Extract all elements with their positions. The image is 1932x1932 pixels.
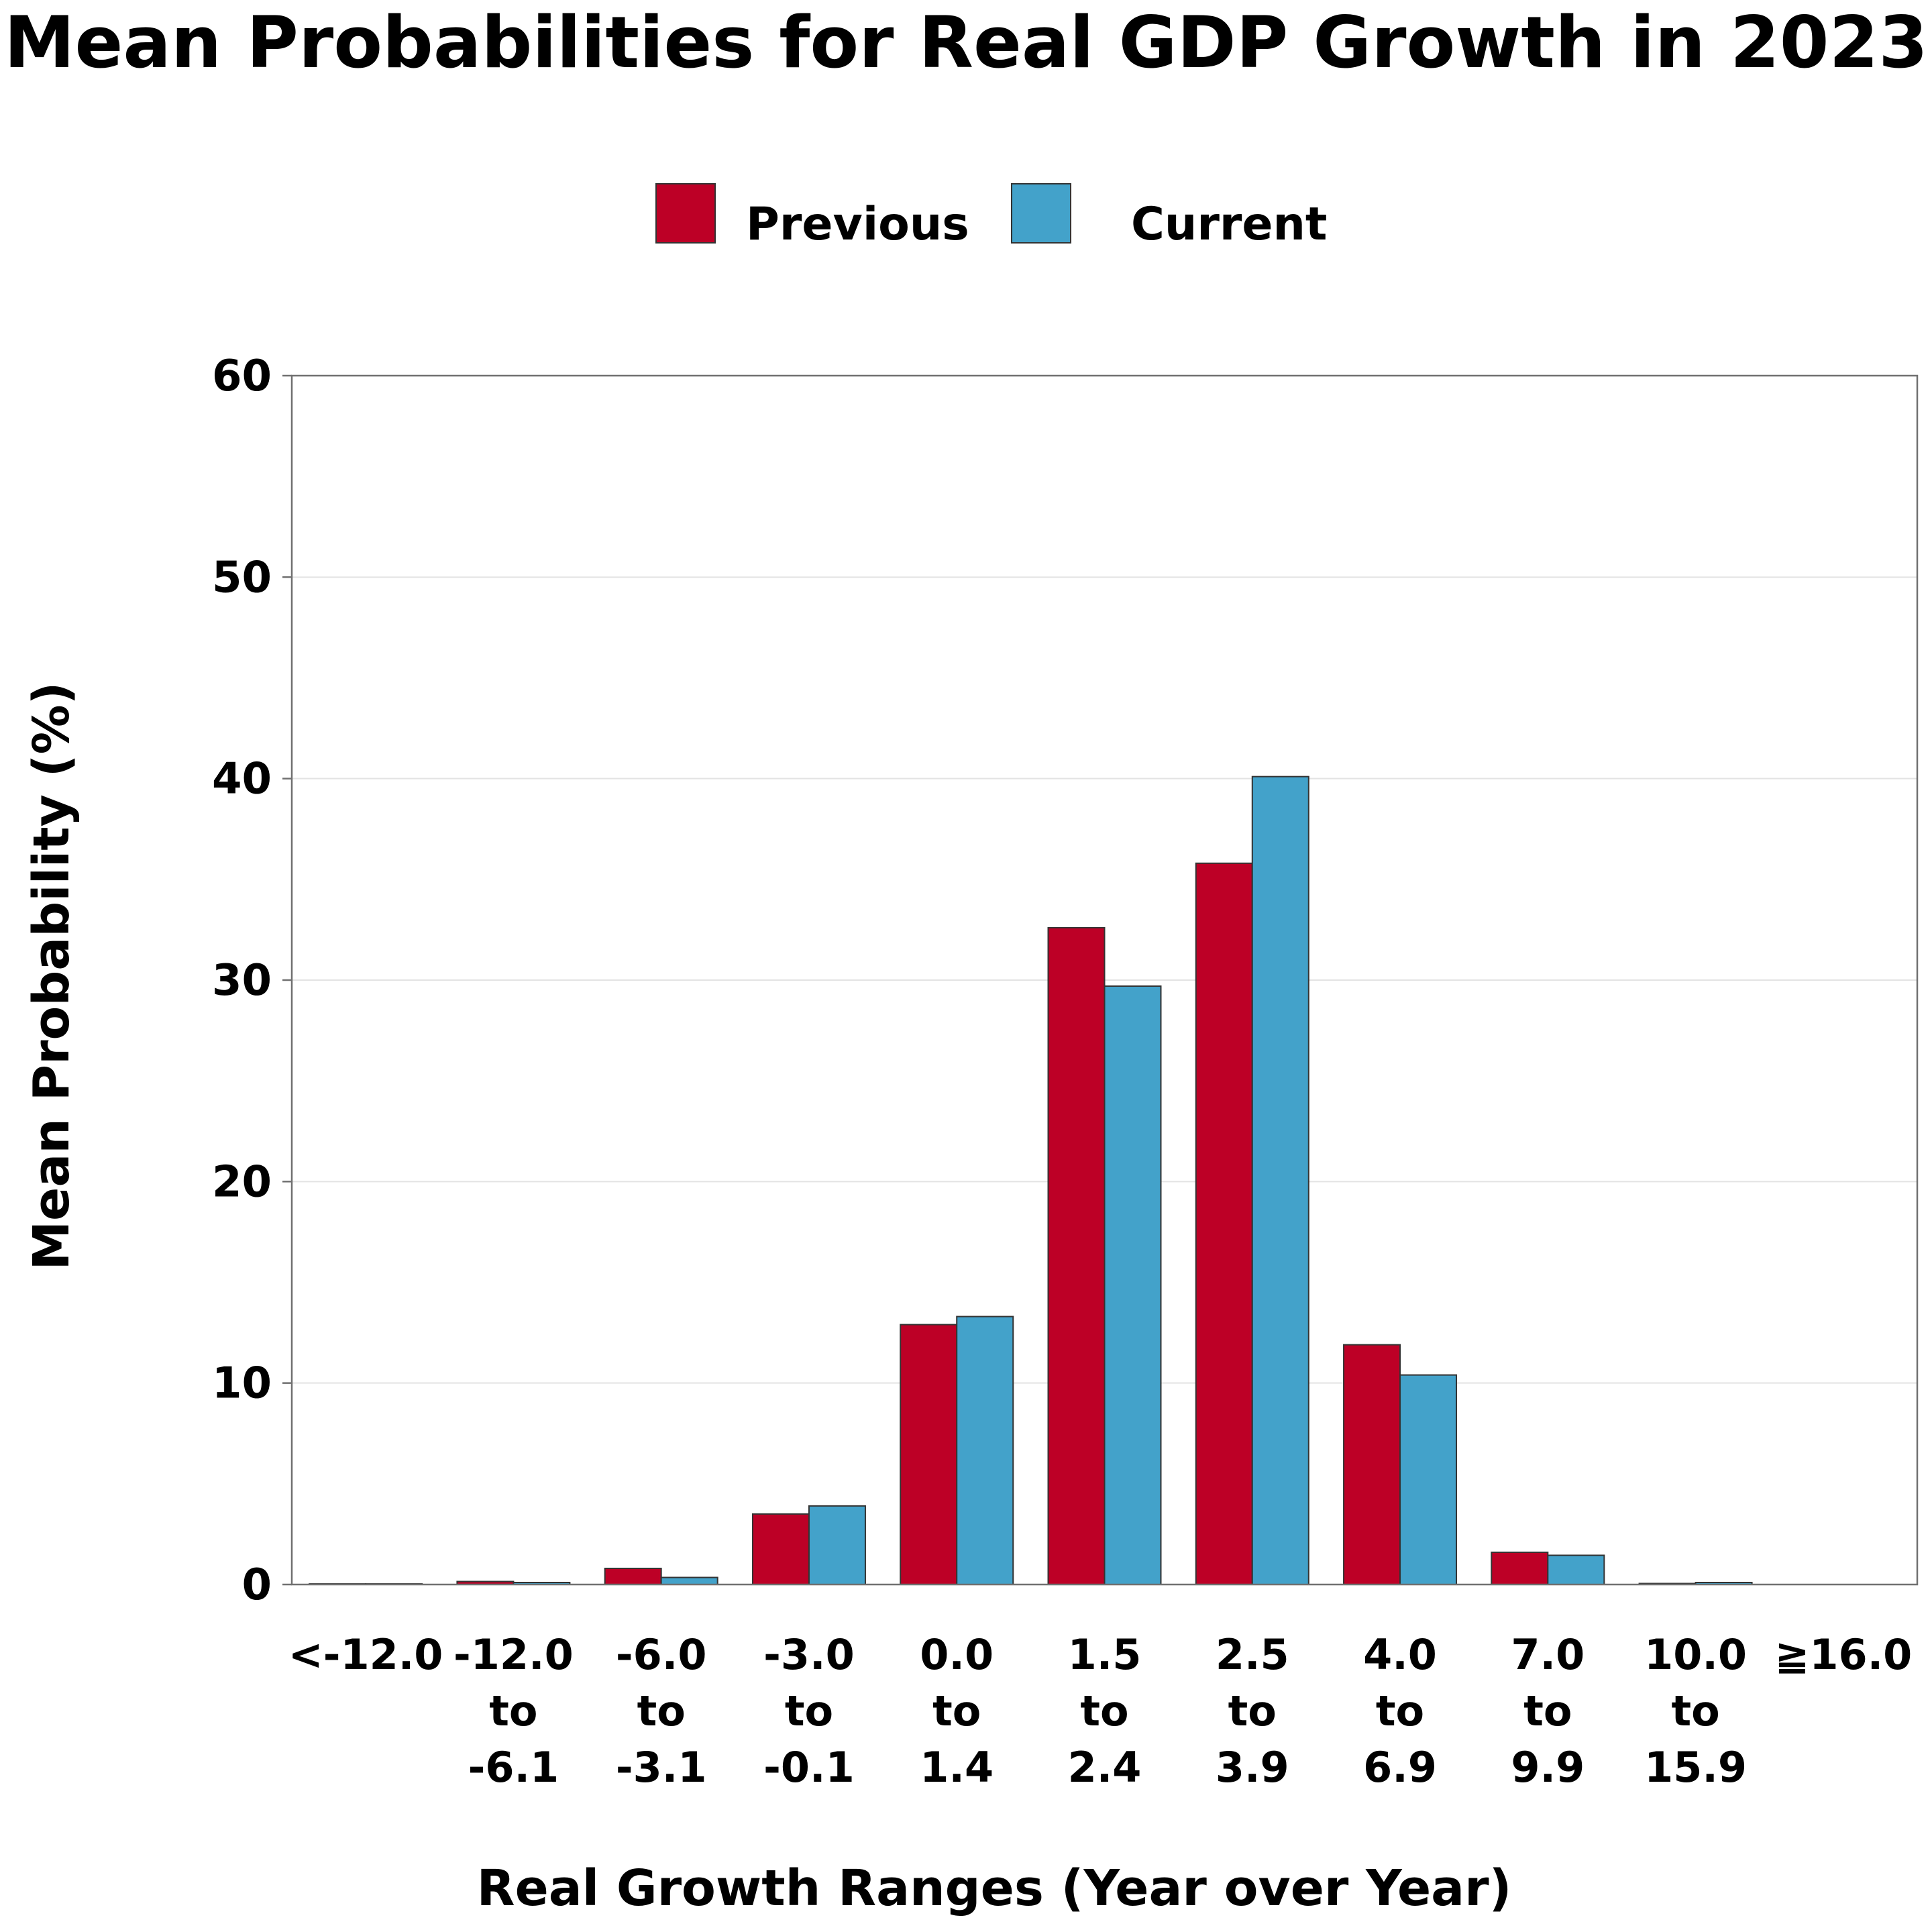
y-axis: 0 10 20 30 40 50 60 xyxy=(212,352,292,1610)
bar-previous-8 xyxy=(1491,1551,1549,1586)
x-tick-label: 7.0 to 9.9 xyxy=(1511,1630,1585,1792)
x-tick-label: 1.5 to 2.4 xyxy=(1068,1630,1142,1792)
x-tick-label: 2.5 to 3.9 xyxy=(1216,1630,1289,1792)
x-tick-label: <-12.0 xyxy=(288,1630,443,1679)
bar-previous-4 xyxy=(900,1324,958,1585)
y-tick-label: 40 xyxy=(212,755,272,804)
bar-current-6 xyxy=(1251,775,1309,1585)
bar-previous-2 xyxy=(604,1567,662,1586)
x-tick-label: 0.0 to 1.4 xyxy=(920,1630,994,1792)
y-axis-title: Mean Probability (%) xyxy=(23,682,80,1271)
x-tick-label: 4.0 to 6.9 xyxy=(1363,1630,1437,1792)
y-tick-label: 60 xyxy=(212,352,272,401)
bar-previous-7 xyxy=(1343,1344,1401,1586)
x-tick-label: ≧16.0 xyxy=(1774,1630,1912,1679)
bars xyxy=(309,775,1753,1586)
bar-current-5 xyxy=(1104,985,1162,1585)
bar-current-8 xyxy=(1547,1554,1605,1585)
legend-swatch-previous xyxy=(655,183,716,244)
x-tick-label: -12.0 to -6.1 xyxy=(453,1630,574,1792)
x-tick-label: -6.0 to -3.1 xyxy=(616,1630,707,1792)
x-axis-title: Real Growth Ranges (Year over Year) xyxy=(477,1860,1512,1917)
y-tick-label: 0 xyxy=(241,1560,272,1610)
legend-label-current: Current xyxy=(1131,198,1327,251)
legend-label-previous: Previous xyxy=(746,198,969,251)
bar-previous-6 xyxy=(1195,862,1253,1585)
x-tick-label: 10.0 to 15.9 xyxy=(1644,1630,1747,1792)
y-tick-label: 30 xyxy=(212,956,272,1006)
y-tick-label: 10 xyxy=(212,1359,272,1409)
legend: Previous Current xyxy=(655,183,1327,251)
chart-title: Mean Probabilities for Real GDP Growth i… xyxy=(4,1,1928,84)
bar-previous-3 xyxy=(751,1513,810,1585)
bar-current-7 xyxy=(1399,1374,1458,1585)
x-tick-label: -3.0 to -0.1 xyxy=(763,1630,855,1792)
y-tick-label: 50 xyxy=(212,553,272,602)
bar-previous-5 xyxy=(1047,926,1106,1585)
legend-swatch-current xyxy=(1011,183,1071,244)
y-tick-label: 20 xyxy=(212,1157,272,1207)
bar-current-2 xyxy=(660,1576,718,1585)
bar-current-4 xyxy=(956,1316,1014,1585)
x-axis: <-12.0 -12.0 to -6.1 -6.0 to -3.1 -3.0 to -0.1 0.0… xyxy=(288,1630,1913,1792)
bar-current-3 xyxy=(808,1505,866,1586)
